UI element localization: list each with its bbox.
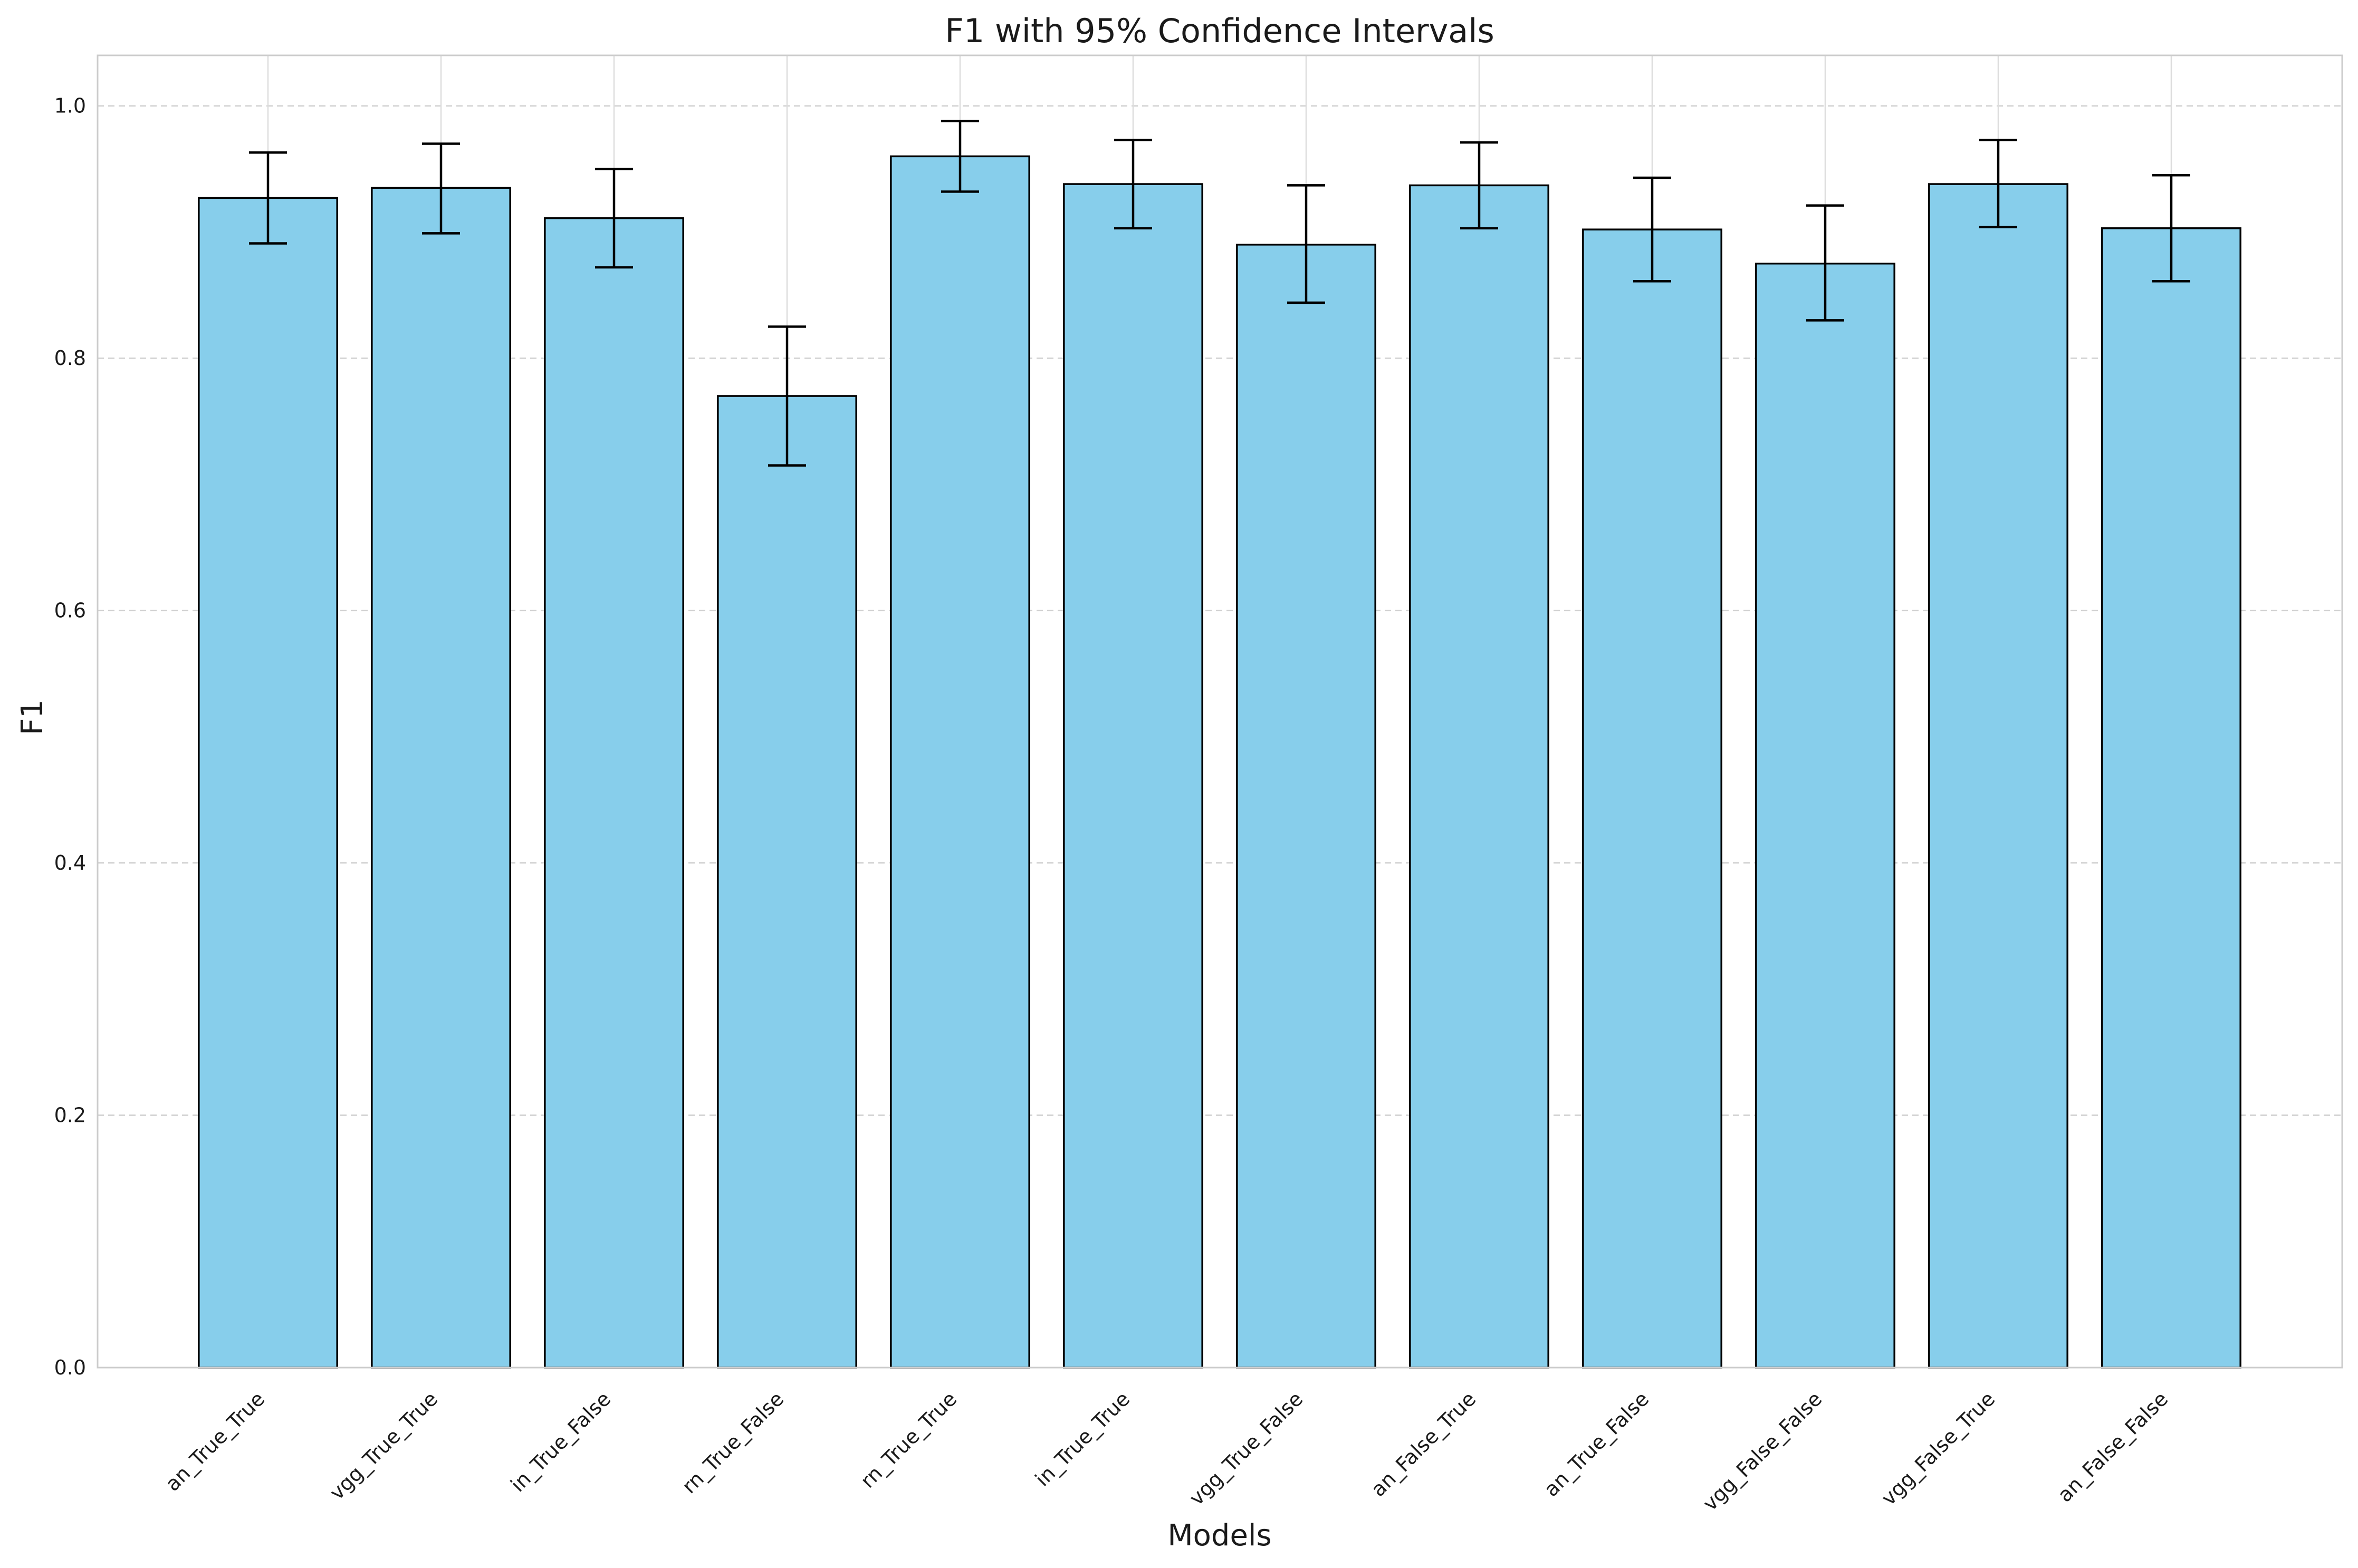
y-tick-label: 1.0 — [54, 94, 86, 118]
bar — [198, 197, 338, 1369]
bar — [2101, 227, 2241, 1369]
bar — [1063, 183, 1203, 1369]
bar — [1236, 244, 1376, 1369]
y-tick-label: 0.4 — [54, 851, 86, 874]
plot-frame — [97, 54, 2343, 1369]
bar — [1928, 183, 2068, 1369]
bar — [1409, 184, 1549, 1369]
bar — [717, 395, 857, 1369]
x-axis-label: Models — [1167, 1518, 1271, 1553]
bar — [544, 217, 684, 1369]
y-tick-label: 0.2 — [54, 1104, 86, 1127]
bar — [371, 187, 511, 1369]
bar-layer — [198, 155, 2241, 1369]
bar — [1582, 228, 1722, 1369]
y-axis-label: F1 — [15, 699, 50, 735]
y-tick-label: 0.8 — [54, 347, 86, 370]
error-bar-layer — [249, 120, 2190, 467]
chart-title: F1 with 95% Confidence Intervals — [945, 12, 1494, 50]
y-tick-label: 0.0 — [54, 1356, 86, 1379]
bar — [890, 155, 1030, 1369]
y-tick-label: 0.6 — [54, 599, 86, 622]
bar — [1755, 262, 1895, 1369]
